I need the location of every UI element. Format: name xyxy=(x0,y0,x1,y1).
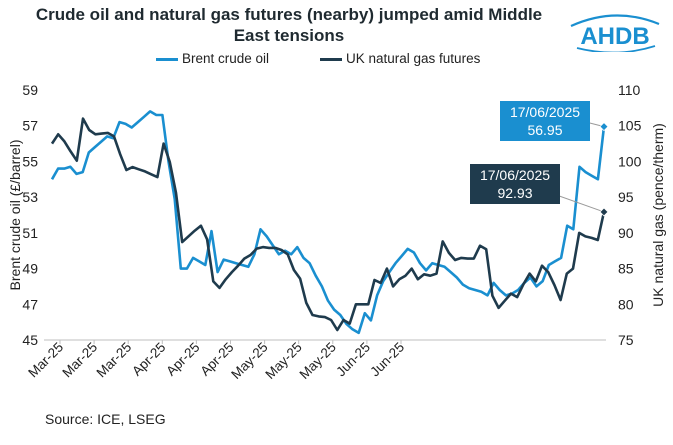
chart-title: Crude oil and natural gas futures (nearb… xyxy=(35,5,543,45)
legend-item-gas: UK natural gas futures xyxy=(320,51,480,66)
brent-end-marker xyxy=(599,122,609,132)
y-left-tick-label: 47 xyxy=(22,296,38,312)
brent-callout-date: 17/06/2025 xyxy=(509,104,581,120)
legend-swatch-brent xyxy=(156,57,178,61)
y-left-tick-label: 53 xyxy=(22,189,38,205)
brent-callout: 17/06/2025 56.95 xyxy=(500,101,590,141)
y-right-tick-label: 110 xyxy=(618,82,641,98)
y-right-tick-label: 90 xyxy=(618,225,634,241)
y-left-axis-title: Brent crude oil (£/barrel) xyxy=(7,140,23,291)
brent-crude-line xyxy=(50,110,606,335)
y-left-tick-label: 55 xyxy=(22,153,38,169)
y-right-tick-label: 95 xyxy=(618,189,634,205)
ahdb-logo: AHDB xyxy=(570,14,660,52)
y-right-tick-label: 75 xyxy=(618,332,634,348)
y-left-tick-label: 57 xyxy=(22,118,38,134)
y-right-axis-title: UK natural gas (pence/therm) xyxy=(650,123,666,307)
y-left-tick-label: 45 xyxy=(22,332,38,348)
logo-swoosh-lower xyxy=(576,45,656,52)
x-tick-label: May-25 xyxy=(262,340,304,382)
logo-text: AHDB xyxy=(580,23,649,50)
x-tick-label: May-25 xyxy=(296,340,338,382)
source-note: Source: ICE, LSEG xyxy=(45,411,166,427)
x-tick-label: Mar-25 xyxy=(93,340,134,381)
legend-label-brent: Brent crude oil xyxy=(182,51,270,66)
y-left-tick-label: 51 xyxy=(22,225,38,241)
x-tick-label: May-25 xyxy=(228,340,270,382)
x-tick-label: Apr-25 xyxy=(129,340,168,379)
gas-callout: 17/06/2025 92.93 xyxy=(470,164,560,204)
x-tick-label: Mar-25 xyxy=(59,340,100,381)
logo-swoosh xyxy=(570,14,660,28)
brent-callout-value: 56.95 xyxy=(527,122,563,138)
x-tick-label: Apr-25 xyxy=(163,340,202,379)
legend-swatch-gas xyxy=(320,57,342,61)
gas-callout-date: 17/06/2025 xyxy=(479,167,551,183)
gas-callout-value: 92.93 xyxy=(497,185,533,201)
y-left-tick-label: 59 xyxy=(22,82,38,98)
x-tick-label: Jun-25 xyxy=(367,340,407,380)
legend-label-gas: UK natural gas futures xyxy=(346,51,481,66)
y-right-tick-label: 85 xyxy=(618,261,634,277)
y-right-tick-label: 80 xyxy=(618,296,634,312)
y-right-tick-label: 105 xyxy=(618,118,642,134)
x-tick-label: Jun-25 xyxy=(333,340,373,380)
y-left-tick-label: 49 xyxy=(22,261,38,277)
uk-gas-line xyxy=(50,117,606,332)
gas-end-marker xyxy=(599,207,609,217)
legend-item-brent: Brent crude oil xyxy=(156,51,269,66)
y-right-tick-label: 100 xyxy=(618,153,642,169)
